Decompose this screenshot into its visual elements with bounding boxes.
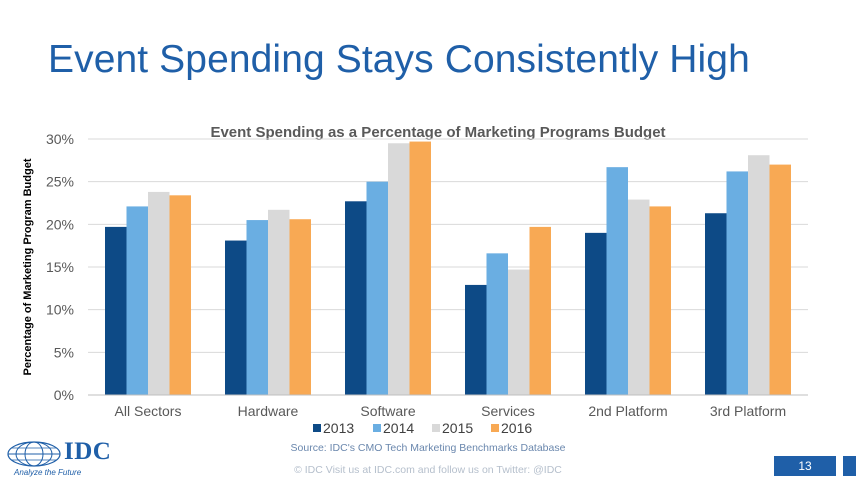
x-tick-label: 2nd Platform (588, 403, 667, 419)
legend-label-2015: 2015 (442, 420, 473, 436)
bar-2014 (246, 220, 268, 395)
y-tick-label: 15% (46, 259, 74, 275)
legend-label-2013: 2013 (323, 420, 354, 436)
edge-bar (843, 456, 856, 476)
logo-text: IDC (64, 438, 112, 465)
bar-2016 (169, 195, 191, 395)
bar-2015 (508, 269, 530, 395)
bar-2014 (126, 206, 148, 395)
bar-2015 (268, 209, 290, 395)
bar-2014 (726, 171, 748, 395)
bar-2013 (225, 240, 247, 395)
bar-2015 (148, 191, 170, 395)
bar-chart: Event Spending as a Percentage of Market… (22, 124, 808, 436)
y-axis-title: Percentage of Marketing Program Budget (22, 158, 34, 375)
x-tick-label: Hardware (238, 403, 299, 419)
legend-swatch-2015 (432, 424, 440, 432)
legend-label-2016: 2016 (501, 420, 532, 436)
page-number: 13 (774, 456, 836, 476)
globe-icon (7, 441, 61, 467)
idc-logo: IDC Analyze the Future (6, 438, 126, 478)
bar-2013 (585, 232, 607, 395)
x-tick-label: Services (481, 403, 535, 419)
bar-2015 (628, 199, 650, 395)
chart-title: Event Spending as a Percentage of Market… (210, 124, 665, 141)
bar-2016 (289, 219, 311, 395)
bar-2016 (769, 164, 791, 395)
logo-tagline: Analyze the Future (14, 468, 82, 477)
y-tick-label: 30% (46, 131, 74, 147)
bar-2014 (486, 253, 508, 395)
copyright-note: © IDC Visit us at IDC.com and follow us … (294, 464, 562, 476)
bar-2015 (748, 155, 770, 395)
legend-swatch-2014 (373, 424, 381, 432)
y-tick-label: 0% (54, 387, 74, 403)
legend-label-2014: 2014 (383, 420, 414, 436)
bar-2016 (529, 226, 551, 395)
bar-2014 (606, 167, 628, 395)
bar-2016 (409, 141, 431, 395)
slide-title: Event Spending Stays Consistently High (48, 38, 750, 81)
bar-2013 (465, 284, 487, 395)
legend-swatch-2013 (313, 424, 321, 432)
y-tick-label: 25% (46, 174, 74, 190)
bar-2016 (649, 206, 671, 395)
x-tick-label: Software (360, 403, 415, 419)
bar-2013 (105, 226, 127, 395)
source-note: Source: IDC's CMO Tech Marketing Benchma… (290, 442, 566, 454)
bar-2013 (705, 213, 727, 395)
y-tick-label: 5% (54, 344, 74, 360)
bar-2015 (388, 143, 410, 395)
bar-2014 (366, 181, 388, 395)
y-tick-label: 20% (46, 216, 74, 232)
bar-2013 (345, 201, 367, 395)
x-tick-label: All Sectors (115, 403, 182, 419)
x-tick-label: 3rd Platform (710, 403, 786, 419)
legend-swatch-2016 (491, 424, 499, 432)
y-tick-label: 10% (46, 302, 74, 318)
